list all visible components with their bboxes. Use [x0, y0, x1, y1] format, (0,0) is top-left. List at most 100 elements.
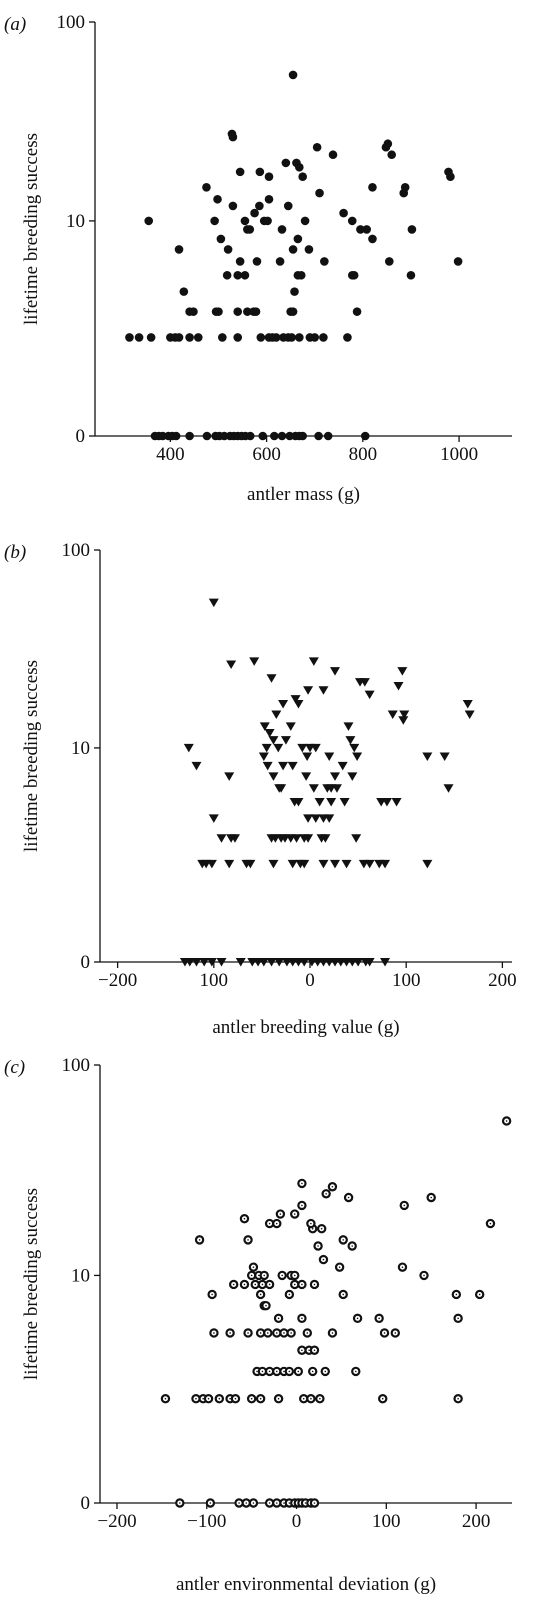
data-point — [310, 814, 321, 823]
data-point — [222, 270, 232, 280]
data-point — [337, 761, 348, 771]
data-point — [345, 736, 356, 745]
data-point — [295, 162, 304, 172]
data-point — [235, 257, 245, 266]
data-point — [334, 1262, 345, 1272]
data-point — [216, 958, 227, 967]
data-point — [281, 158, 291, 168]
data-point — [387, 710, 398, 719]
data-point — [223, 245, 233, 254]
data-point — [144, 216, 154, 226]
data-point — [451, 1289, 462, 1300]
data-point — [380, 859, 391, 869]
data-point — [307, 1366, 318, 1377]
data-point — [174, 245, 184, 254]
data-point — [273, 1313, 284, 1324]
data-point — [252, 257, 262, 266]
data-point — [462, 699, 473, 709]
data-point — [303, 686, 314, 695]
data-point — [398, 716, 409, 725]
data-point — [343, 722, 354, 731]
data-point — [306, 1394, 316, 1404]
data-point — [206, 958, 217, 967]
x-axis-label: antler breeding value (g) — [212, 1017, 399, 1038]
data-point — [419, 1270, 429, 1281]
x-tick-label: 800 — [349, 444, 378, 465]
data-point — [308, 657, 319, 666]
data-point — [397, 1262, 408, 1272]
data-point — [175, 1498, 185, 1508]
data-point — [362, 225, 371, 234]
data-point — [239, 1213, 250, 1224]
data-point — [208, 814, 219, 823]
data-point — [319, 333, 328, 342]
data-point — [464, 710, 475, 719]
data-point — [328, 150, 338, 160]
data-point — [207, 1289, 217, 1300]
data-point — [439, 752, 450, 761]
x-tick-label: −200 — [98, 970, 137, 991]
x-tick-label: 100 — [372, 1511, 401, 1532]
data-point — [318, 686, 329, 695]
data-point — [285, 722, 296, 731]
data-point — [274, 958, 285, 967]
data-point — [379, 1328, 390, 1338]
data-point — [387, 150, 397, 160]
data-point — [356, 225, 365, 234]
data-point — [233, 307, 243, 316]
data-point — [300, 216, 310, 226]
data-point — [301, 772, 312, 781]
data-point — [233, 333, 243, 342]
data-point — [359, 678, 370, 687]
data-point — [378, 1394, 388, 1404]
x-axis-label: antler mass (g) — [247, 484, 360, 505]
data-point — [393, 682, 404, 691]
data-point — [263, 1328, 273, 1338]
data-point — [277, 225, 287, 234]
data-point — [269, 431, 279, 441]
data-point — [343, 1192, 354, 1203]
data-point — [185, 333, 194, 342]
x-tick-label: 0 — [292, 1511, 302, 1532]
data-point — [283, 201, 293, 211]
data-point — [216, 234, 226, 244]
data-point — [268, 772, 279, 781]
data-point — [255, 167, 265, 177]
data-point — [291, 834, 302, 843]
data-point — [287, 333, 296, 342]
data-point — [160, 1394, 171, 1404]
data-point — [380, 958, 391, 967]
x-tick-label: −100 — [187, 1511, 226, 1532]
data-point — [407, 225, 417, 234]
y-tick-label: 0 — [76, 426, 86, 447]
data-point — [259, 1270, 269, 1281]
data-point — [229, 834, 240, 843]
scatter-chart-b: (b) 0 10 100 −200 100 0 100 200 antler breeding v… — [4, 540, 517, 1038]
data-point — [266, 674, 277, 683]
panel-b: (b) 0 10 100 −200 100 0 100 200 antler breeding v… — [0, 530, 540, 1050]
data-point — [293, 699, 304, 709]
data-point — [341, 859, 352, 869]
data-point — [290, 695, 301, 704]
data-point — [308, 784, 319, 793]
panel-a: (a) 0 10 100 400 600 800 1000 antler mass (g) lif… — [0, 0, 540, 520]
data-point — [272, 1218, 282, 1229]
data-point — [374, 1313, 384, 1324]
data-point — [422, 859, 433, 869]
data-point — [318, 859, 329, 869]
data-point — [288, 307, 298, 316]
data-point — [264, 172, 274, 182]
data-point — [368, 234, 377, 244]
data-point — [347, 772, 358, 781]
data-point — [284, 1366, 295, 1377]
data-point — [248, 1262, 259, 1272]
data-point — [271, 710, 282, 719]
data-point — [383, 139, 393, 149]
data-point — [278, 761, 289, 771]
data-point — [185, 431, 194, 441]
data-point — [245, 225, 255, 234]
data-point — [228, 201, 238, 211]
data-point — [256, 333, 266, 342]
data-point — [485, 1218, 496, 1229]
data-point — [261, 1300, 271, 1311]
